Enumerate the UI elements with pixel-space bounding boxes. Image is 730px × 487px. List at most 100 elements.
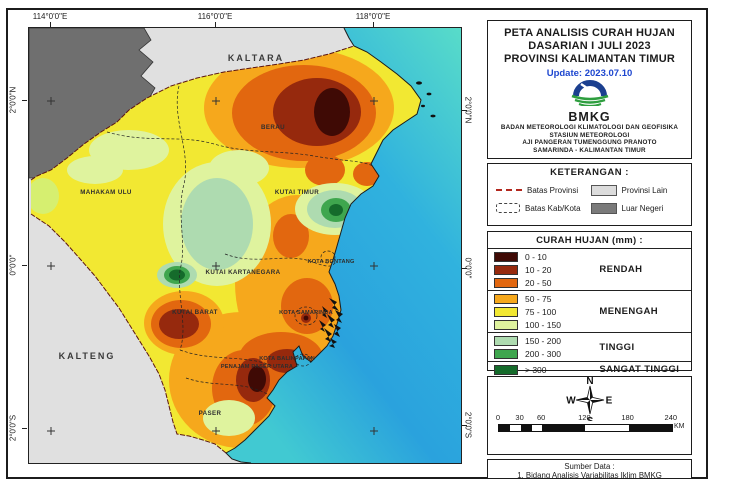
scale-tick-180: 180 [621, 413, 634, 422]
lat-tick [22, 100, 27, 101]
lat-tick [22, 428, 27, 429]
color-swatch [494, 335, 518, 346]
update-date: Update: 2023.07.10 [546, 68, 633, 79]
range-label: 75 - 100 [525, 306, 557, 317]
range-label: 150 - 200 [525, 335, 561, 346]
label-kota-samarinda: KOTA SAMARINDA [279, 310, 333, 316]
range-label: 200 - 300 [525, 348, 561, 359]
compass-w: W [566, 396, 576, 407]
agency-line2: STASIUN METEOROLOGI [549, 131, 630, 139]
luar-negeri-label: Luar Negeri [621, 203, 664, 213]
batas-provinsi-label: Batas Provinsi [527, 185, 579, 195]
legend-batas-kabkota: Batas Kab/Kota [496, 200, 591, 216]
legend-batas-provinsi: Batas Provinsi [496, 182, 591, 198]
compass-s: S [587, 416, 594, 421]
legend-group-rendah: 0 - 10 10 - 20 20 - 50 RENDAH [488, 249, 691, 291]
range-label: 0 - 10 [525, 251, 547, 262]
color-swatch [494, 348, 518, 359]
group-label-menengah: MENENGAH [599, 306, 658, 317]
province-border-symbol [496, 189, 522, 191]
sumber-line1: 1. Bidang Analisis Variabilitas Iklim BM… [517, 471, 662, 479]
group-label-rendah: RENDAH [599, 264, 643, 275]
agency-line3: AJI PANGERAN TUMENGGUNG PRANOTO [522, 139, 657, 147]
scale-tick-0: 0 [495, 413, 501, 422]
compass-scale-box: N E S W 0 30 60 120 180 240 KM [487, 376, 692, 455]
scale-unit: KM [674, 423, 685, 430]
lon-tick [50, 22, 51, 27]
group-label-sangat-tinggi: SANGAT TINGGI [599, 364, 680, 375]
rainfall-legend-title: CURAH HUJAN (mm) : [488, 232, 691, 249]
legend-row: 20 - 50 [494, 276, 599, 289]
legend-row: 10 - 20 [494, 263, 599, 276]
label-paser: PASER [199, 410, 222, 417]
color-swatch [494, 364, 518, 375]
legend-group-tinggi: 150 - 200 200 - 300 TINGGI [488, 333, 691, 362]
lat-tick [462, 425, 467, 426]
lat-tick [22, 265, 27, 266]
compass-icon: N E S W [566, 377, 613, 421]
map-frame: KALTARA KALTENG KALSEL BERAU MAHAKAM ULU… [28, 27, 462, 478]
scale-tick-60: 60 [537, 413, 546, 422]
legend-row: 200 - 300 [494, 347, 599, 360]
label-kaltara: KALTARA [228, 53, 284, 63]
lon-label-114e: 114°0'0"E [32, 12, 68, 21]
sumber-title: Sumber Data : [564, 462, 615, 471]
compass-e: E [606, 396, 613, 407]
label-kota-bontang: KOTA BONTANG [307, 259, 354, 265]
scale-tick-120: 120 [578, 413, 591, 422]
label-kutai-kartanegara: KUTAI KARTANEGARA [206, 269, 281, 276]
range-label: 20 - 50 [525, 277, 552, 288]
group-label-tinggi: TINGGI [599, 341, 635, 353]
label-kutai-timur: KUTAI TIMUR [275, 189, 319, 196]
graticule-crosses [47, 97, 378, 435]
legend-luar-negeri: Luar Negeri [590, 200, 686, 216]
luar-negeri-swatch [590, 202, 617, 214]
rainfall-legend-box: CURAH HUJAN (mm) : 0 - 10 10 - 20 20 - 5… [487, 231, 692, 375]
legend-row: 0 - 10 [494, 250, 599, 263]
label-mahakam-ulu: MAHAKAM ULU [80, 189, 132, 196]
sumber-box: Sumber Data : 1. Bidang Analisis Variabi… [487, 459, 692, 479]
bmkg-logo [571, 80, 608, 108]
keterangan-box: KETERANGAN : Batas Provinsi Provinsi Lai… [487, 163, 692, 226]
legend-row: 150 - 200 [494, 334, 599, 347]
lat-label-0-left: 0°0'0" [8, 254, 18, 276]
coastline [225, 27, 422, 464]
label-kalteng: KALTENG [59, 351, 116, 361]
label-berau: BERAU [261, 124, 285, 131]
lon-tick [215, 22, 216, 27]
lon-tick [373, 22, 374, 27]
map-title-line3: PROVINSI KALIMANTAN TIMUR [503, 53, 675, 65]
range-label: 10 - 20 [525, 264, 552, 275]
lat-label-2s-left: 2°0'0"S [8, 414, 18, 442]
color-swatch [494, 319, 518, 330]
keterangan-title: KETERANGAN : [550, 167, 629, 178]
legend-row: 50 - 75 [494, 292, 599, 305]
lon-label-116e: 116°0'0"E [197, 12, 233, 21]
agency-line1: BADAN METEOROLOGI KLIMATOLOGI DAN GEOFIS… [500, 124, 679, 131]
legend-provinsi-lain: Provinsi Lain [590, 182, 686, 198]
range-label: > 300 [525, 364, 547, 375]
color-swatch [494, 277, 518, 288]
scale-bar [498, 424, 673, 432]
agency-line4: SAMARINDA - KALIMANTAN TIMUR [533, 146, 646, 154]
agency-acronym: BMKG [568, 110, 611, 124]
label-penajam-paser-utara: PENAJAM PASER UTARA [221, 364, 293, 370]
legend-row: 75 - 100 [494, 305, 599, 318]
province-boundary [30, 45, 355, 454]
color-swatch [494, 264, 518, 275]
legend-row: > 300 [494, 363, 599, 376]
title-box: PETA ANALISIS CURAH HUJAN DASARIAN I JUL… [487, 20, 692, 159]
lat-tick [462, 110, 467, 111]
batas-kabkota-label: Batas Kab/Kota [525, 203, 581, 213]
map-title-line2: DASARIAN I JULI 2023 [528, 40, 651, 52]
provinsi-lain-label: Provinsi Lain [621, 185, 668, 195]
range-label: 50 - 75 [525, 293, 552, 304]
rainfall-map: KALTARA KALTENG KALSEL BERAU MAHAKAM ULU… [28, 27, 461, 478]
sea [226, 28, 461, 463]
lon-label-118e: 118°0'0"E [355, 12, 391, 21]
provinsi-lain-swatch [590, 184, 617, 196]
color-swatch [494, 306, 518, 317]
compass-n: N [586, 377, 593, 387]
scale-tick-30: 30 [515, 413, 524, 422]
